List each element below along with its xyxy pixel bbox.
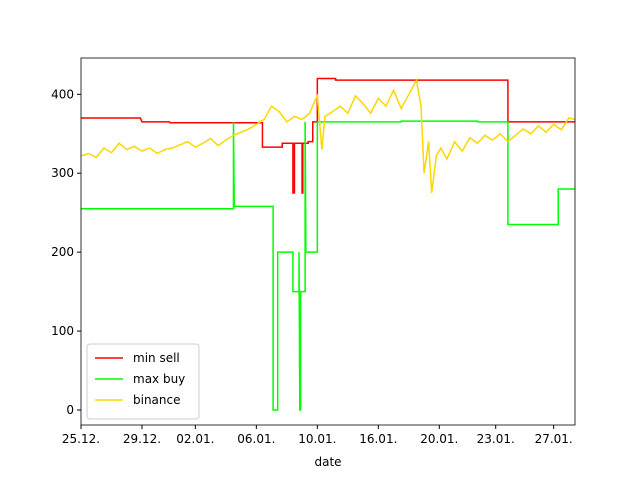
legend-label: binance xyxy=(133,393,181,407)
y-tick-label: 0 xyxy=(66,403,74,417)
x-tick-label: 27.01. xyxy=(535,432,573,446)
y-tick-label: 400 xyxy=(51,87,74,101)
x-tick-label: 25.12. xyxy=(62,432,100,446)
series-line xyxy=(81,77,575,194)
x-tick-label: 23.01. xyxy=(477,432,515,446)
x-tick-label: 02.01. xyxy=(176,432,214,446)
series-line xyxy=(81,120,575,411)
y-tick-label: 200 xyxy=(51,245,74,259)
plot-frame xyxy=(80,57,576,426)
x-tick-label: 29.12. xyxy=(123,432,161,446)
legend-label: min sell xyxy=(133,351,180,365)
x-tick-label: 10.01. xyxy=(298,432,336,446)
x-tick-label: 20.01. xyxy=(420,432,458,446)
x-tick-label: 06.01. xyxy=(237,432,275,446)
x-tick-label: 16.01. xyxy=(359,432,397,446)
series-line xyxy=(81,77,575,194)
y-tick-label: 300 xyxy=(51,166,74,180)
plot xyxy=(81,77,575,411)
y-tick-label: 100 xyxy=(51,324,74,338)
legend-label: max buy xyxy=(133,372,185,386)
x-axis-label: date xyxy=(314,455,341,469)
